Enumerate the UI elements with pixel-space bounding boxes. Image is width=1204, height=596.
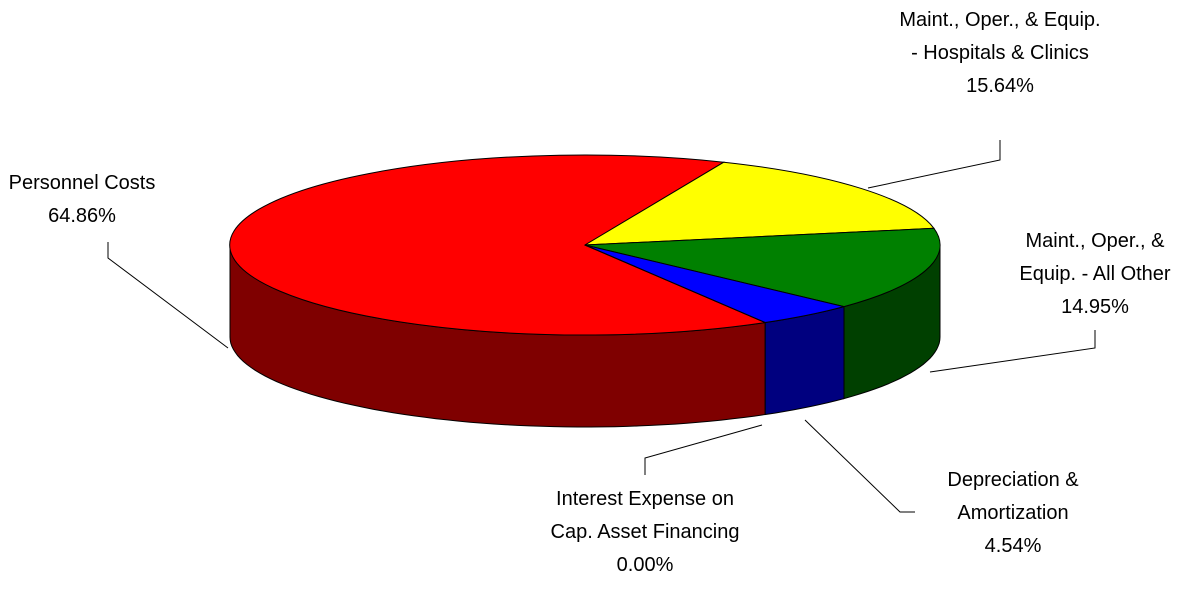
pie-slice [584, 244, 845, 324]
leader-line [644, 424, 763, 475]
slice-label: Maint., Oper., & Equip. - All Other 14.95… [1000, 225, 1190, 324]
value-label: 64.86% [48, 205, 116, 227]
leader-line [867, 140, 1001, 189]
category-label: Personnel Costs [8, 172, 156, 194]
value-label: 14.95% [1061, 296, 1129, 318]
pie-slice [584, 227, 941, 308]
category-label: Maint., Oper., & Equip. - All Other [1019, 230, 1171, 285]
category-label: Depreciation & Amortization [947, 469, 1079, 524]
pie-slice [584, 161, 935, 246]
value-label: 4.54% [984, 535, 1042, 557]
value-label: 15.64% [966, 75, 1034, 97]
slice-label: Maint., Oper., & Equip. - Hospitals & Cl… [898, 4, 1103, 103]
pie-side [764, 305, 845, 416]
leader-line [929, 330, 1096, 373]
slice-label: Depreciation & Amortization 4.54% [913, 464, 1113, 563]
category-label: Interest Expense on Cap. Asset Financing [550, 488, 740, 543]
pie-slice [229, 154, 768, 336]
leader-line [804, 419, 915, 513]
slice-label: Interest Expense on Cap. Asset Financing… [549, 483, 741, 582]
leader-line [107, 242, 229, 349]
category-label: Maint., Oper., & Equip. - Hospitals & Cl… [899, 9, 1101, 64]
slice-label: Personnel Costs 64.86% [0, 167, 182, 233]
value-label: 0.00% [616, 554, 674, 576]
